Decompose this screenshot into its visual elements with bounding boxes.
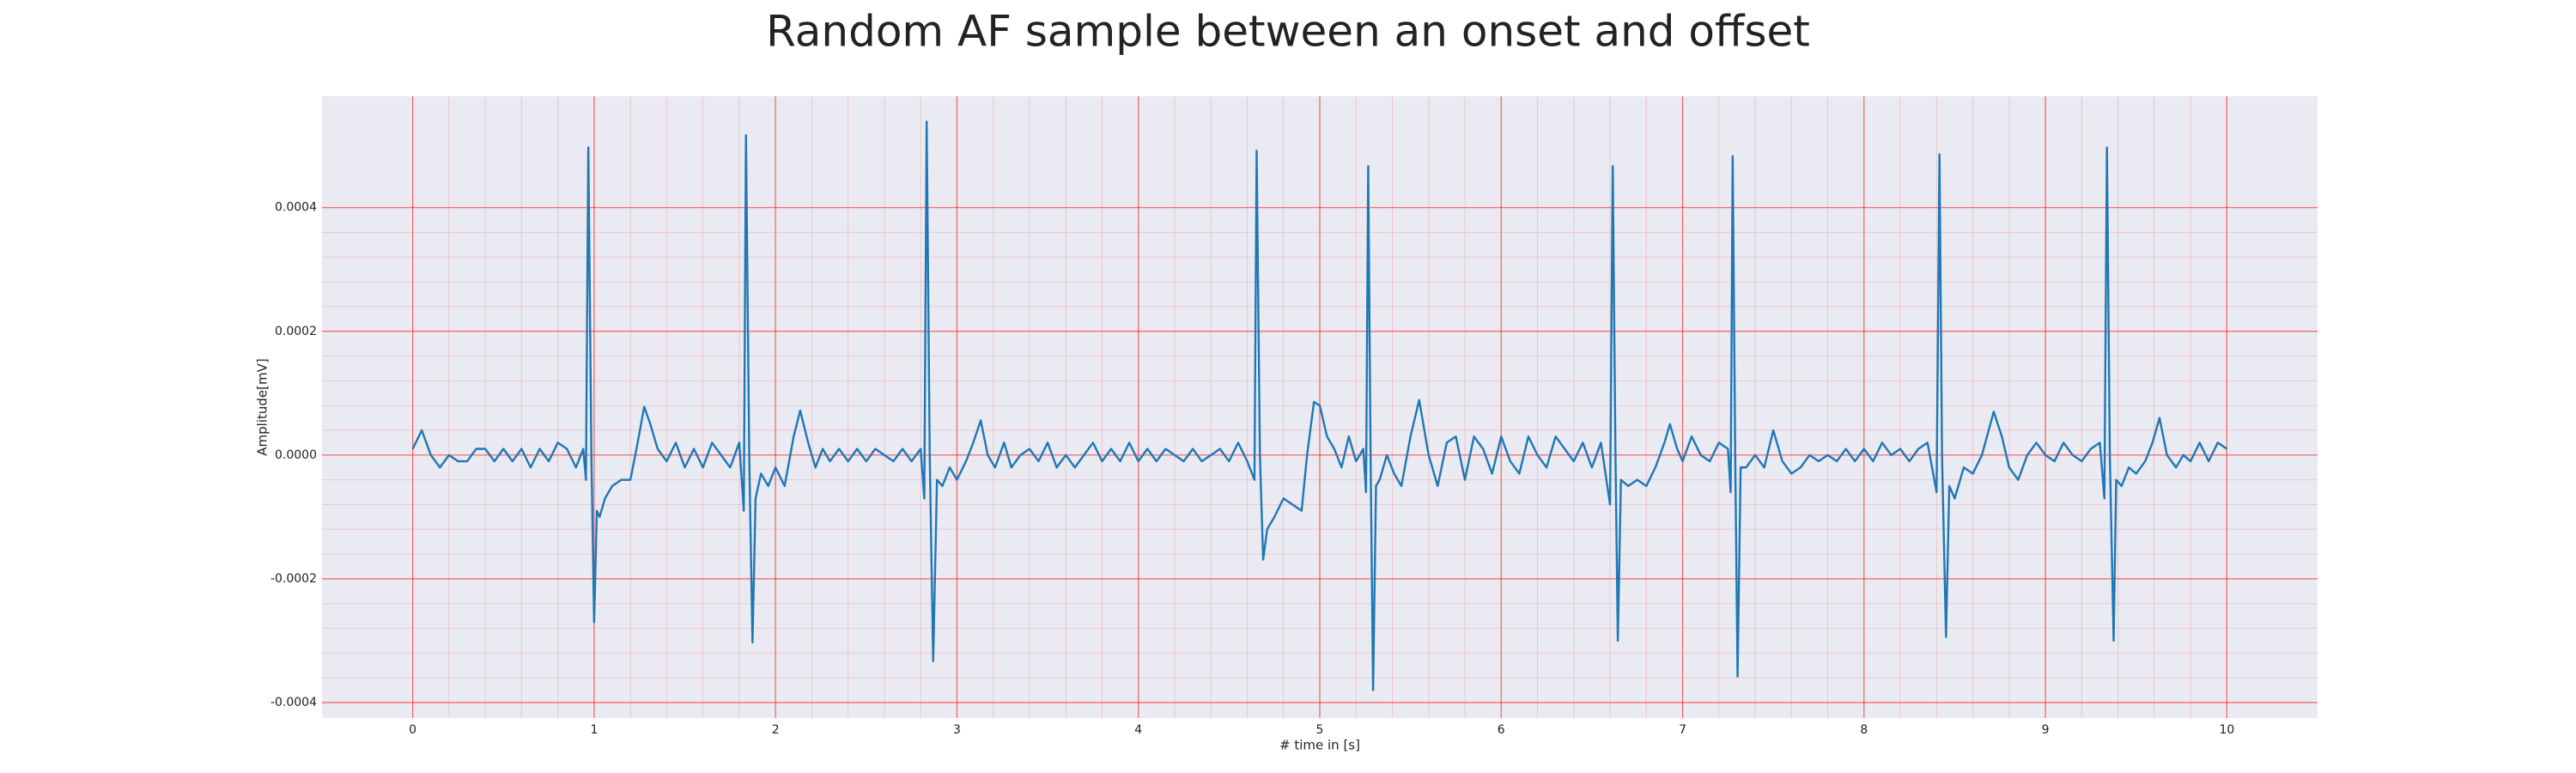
x-tick-label: 1 bbox=[590, 723, 598, 737]
x-tick-label: 5 bbox=[1316, 723, 1324, 737]
y-tick-label: -0.0004 bbox=[270, 696, 317, 709]
x-tick-label: 7 bbox=[1679, 723, 1686, 737]
y-tick-label: 0.0002 bbox=[275, 325, 317, 338]
x-tick-label: 6 bbox=[1498, 723, 1505, 737]
x-tick-label: 0 bbox=[409, 723, 416, 737]
y-tick-label: 0.0000 bbox=[275, 448, 317, 462]
chart-title: Random AF sample between an onset and of… bbox=[766, 7, 1810, 57]
y-tick-label: -0.0002 bbox=[270, 572, 317, 586]
y-axis-label: Amplitude[mV] bbox=[255, 358, 270, 455]
x-tick-label: 4 bbox=[1134, 723, 1142, 737]
x-tick-label: 10 bbox=[2219, 723, 2234, 737]
signal-line bbox=[411, 120, 2228, 691]
x-tick-label: 2 bbox=[772, 723, 780, 737]
x-axis-label: # time in [s] bbox=[1279, 738, 1360, 753]
x-tick-label: 8 bbox=[1860, 723, 1868, 737]
x-tick-label: 9 bbox=[2042, 723, 2050, 737]
y-tick-label: 0.0004 bbox=[275, 201, 317, 215]
x-tick-label: 3 bbox=[953, 723, 961, 737]
